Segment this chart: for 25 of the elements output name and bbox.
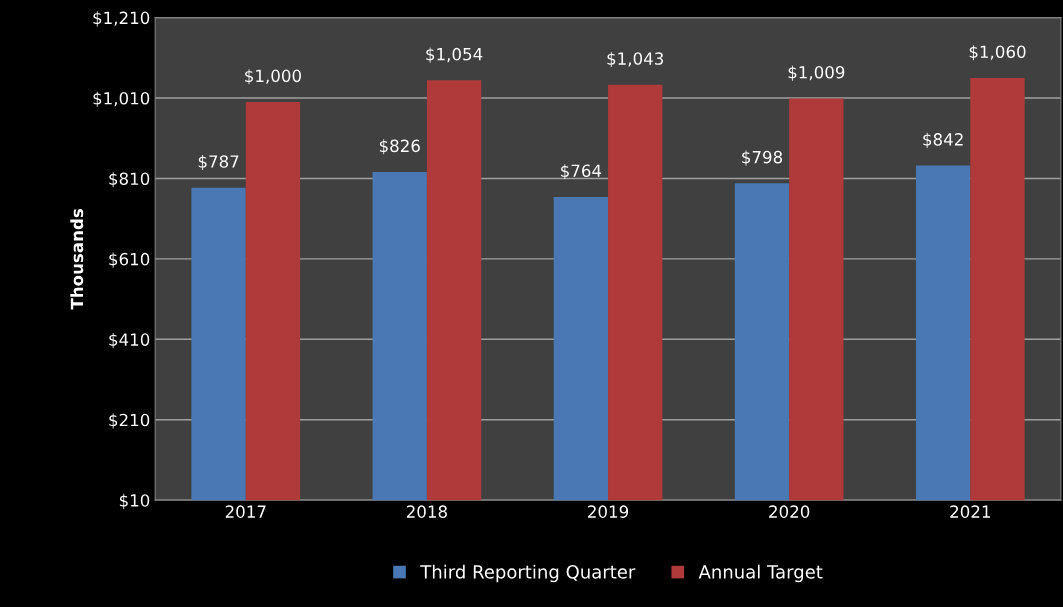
- x-tick-label: 2020: [769, 505, 810, 518]
- data-label: $1,000: [245, 69, 301, 85]
- y-tick-label: $1,210: [93, 11, 150, 27]
- data-label: $1,009: [788, 65, 845, 81]
- data-label: $787: [198, 154, 239, 171]
- data-label: $798: [742, 150, 783, 166]
- legend-label: Third Reporting Quarter: [420, 564, 636, 583]
- x-tick-label: 2018: [406, 505, 447, 518]
- y-tick-label: $210: [109, 413, 150, 429]
- y-tick-label: $610: [109, 252, 150, 268]
- y-tick-label: $810: [109, 172, 150, 188]
- legend-label: Annual Target: [698, 564, 823, 583]
- data-label: $842: [923, 132, 963, 148]
- data-label: $1,060: [969, 45, 1026, 61]
- y-tick-label: $1,010: [93, 91, 150, 107]
- x-tick-label: 2019: [588, 505, 629, 518]
- x-tick-label: 2017: [225, 505, 266, 518]
- y-axis-title: Thousands: [70, 208, 84, 310]
- data-label: $1,043: [607, 51, 664, 68]
- data-label: $764: [561, 164, 602, 180]
- data-label: $826: [379, 139, 420, 155]
- data-label: $1,054: [426, 47, 483, 63]
- y-tick-label: $10: [119, 493, 150, 509]
- y-tick-label: $410: [109, 332, 150, 349]
- x-tick-label: 2021: [950, 505, 990, 518]
